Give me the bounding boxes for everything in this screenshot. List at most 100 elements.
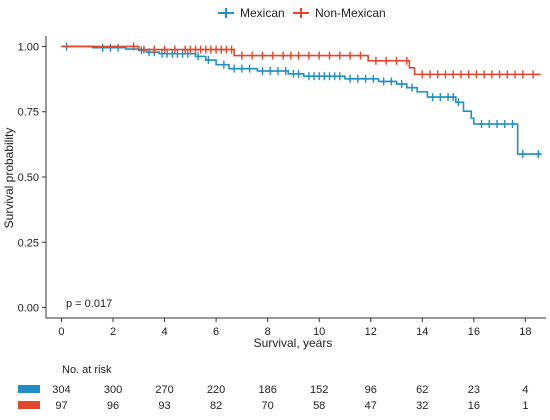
risk-count: 96 (107, 400, 119, 412)
legend-label-mexican: Mexican (240, 6, 285, 20)
censor-mark (114, 43, 122, 52)
censor-mark (472, 70, 480, 79)
x-tick-label: 4 (161, 326, 167, 338)
censor-mark (279, 51, 287, 60)
risk-count: 270 (155, 384, 173, 396)
censor-mark (150, 45, 158, 54)
y-tick-label: 1.00 (18, 41, 39, 53)
censor-mark (326, 51, 334, 60)
y-tick-label: 0.00 (18, 303, 39, 315)
risk-count: 47 (365, 400, 377, 412)
survival-line-mexican (61, 45, 541, 155)
censor-mark (204, 56, 212, 65)
censor-mark (403, 56, 411, 65)
censor-mark (454, 98, 462, 107)
censor-mark (238, 64, 246, 73)
legend-item-non-mexican[interactable]: Non-Mexican (293, 6, 386, 20)
risk-row-mexican: 304 300 270 220 186 152 96 62 23 4 (18, 384, 528, 396)
survival-curves (61, 42, 542, 159)
x-tick-label: 14 (416, 326, 428, 338)
censor-mark (393, 56, 401, 65)
risk-count: 32 (416, 400, 428, 412)
censor-mark (387, 77, 395, 86)
legend-item-mexican[interactable]: Mexican (218, 6, 285, 20)
censor-mark (228, 45, 236, 54)
censor-mark (488, 70, 496, 79)
risk-count: 96 (365, 384, 377, 396)
censor-mark (369, 74, 377, 83)
censor-mark (258, 66, 266, 75)
risk-count: 220 (207, 384, 225, 396)
y-axis-title: Survival probability (2, 128, 16, 229)
x-axis-title: Survival, years (254, 336, 333, 350)
x-tick-label: 10 (313, 326, 325, 338)
risk-count: 186 (258, 384, 276, 396)
censor-mark (362, 74, 370, 83)
censor-mark (130, 42, 138, 51)
x-tick-label: 2 (110, 326, 116, 338)
censor-mark (480, 70, 488, 79)
censor-mark (429, 93, 437, 102)
risk-count: 58 (313, 400, 325, 412)
x-tick-label: 6 (213, 326, 219, 338)
censor-mark (382, 56, 390, 65)
censor-mark (106, 43, 114, 52)
censor-mark (287, 51, 295, 60)
censor-mark (511, 70, 519, 79)
risk-count: 16 (468, 400, 480, 412)
censor-mark (485, 119, 493, 128)
risk-count: 304 (52, 384, 70, 396)
censor-mark (336, 51, 344, 60)
x-tick-label: 0 (58, 326, 64, 338)
risk-count: 70 (262, 400, 274, 412)
censor-mark (418, 70, 426, 79)
censor-mark (346, 51, 354, 60)
x-ticks: 0 2 4 6 8 10 12 14 16 18 (58, 318, 532, 338)
y-tick-label: 0.25 (18, 237, 39, 249)
series-mexican (61, 42, 542, 159)
x-tick-label: 8 (265, 326, 271, 338)
risk-table: 304 300 270 220 186 152 96 62 23 4 97 96 93 82 70 58 47 3… (18, 384, 528, 412)
censor-mark (478, 119, 486, 128)
risk-count: 23 (468, 384, 480, 396)
risk-count: 300 (104, 384, 122, 396)
x-tick-label: 16 (468, 326, 480, 338)
censor-mark (372, 56, 380, 65)
censor-mark (266, 66, 274, 75)
censor-mark (519, 150, 527, 159)
censor-mark (465, 70, 473, 79)
censor-mark (305, 51, 313, 60)
risk-table-title: No. at risk (62, 364, 112, 376)
series-non-mexican (61, 42, 541, 79)
y-tick-label: 0.50 (18, 172, 39, 184)
censor-mark (534, 150, 542, 159)
censor-mark (493, 119, 501, 128)
censor-mark (184, 49, 192, 58)
censor-mark (295, 51, 303, 60)
censor-mark (449, 70, 457, 79)
censor-mark (336, 72, 344, 81)
censor-mark (248, 51, 256, 60)
censor-mark (501, 119, 509, 128)
censor-mark (356, 51, 364, 60)
legend-label-non-mexican: Non-Mexican (315, 6, 386, 20)
censor-mark (258, 51, 266, 60)
censor-mark (436, 93, 444, 102)
censor-mark (220, 60, 228, 69)
risk-count: 97 (55, 400, 67, 412)
censor-mark (269, 51, 277, 60)
survival-line-non-mexican (61, 45, 541, 76)
x-tick-label: 18 (519, 326, 531, 338)
censor-mark (346, 74, 354, 83)
risk-count: 62 (416, 384, 428, 396)
risk-row-swatch (18, 401, 40, 409)
censor-mark (380, 77, 388, 86)
y-ticks: 0.00 0.25 0.50 0.75 1.00 (18, 41, 46, 315)
censor-mark (398, 80, 406, 89)
censor-mark (246, 64, 254, 73)
censor-mark (519, 70, 527, 79)
y-tick-label: 0.75 (18, 107, 39, 119)
risk-count: 4 (522, 384, 528, 396)
censor-mark (161, 45, 169, 54)
